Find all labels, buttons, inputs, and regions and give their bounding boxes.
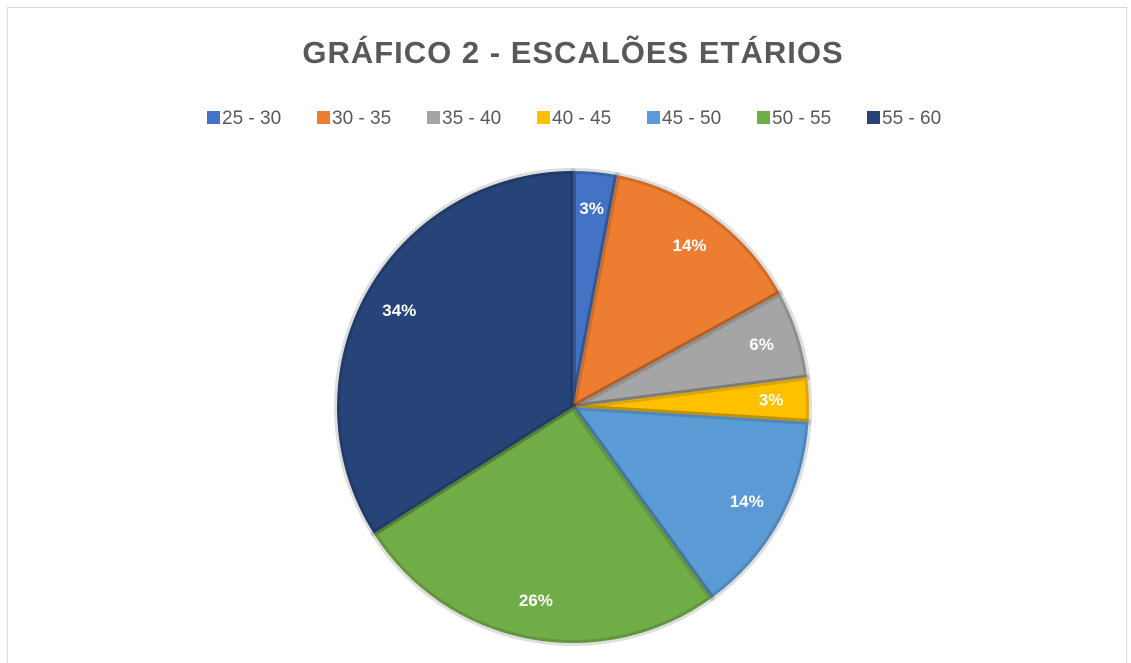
- data-label: 14%: [730, 492, 764, 511]
- pie-slice: [570, 172, 783, 410]
- data-label: 3%: [759, 390, 784, 409]
- pie-slice: [570, 404, 812, 601]
- legend-label: 55 - 60: [882, 108, 941, 129]
- pie-slice: [334, 168, 576, 537]
- legend-swatch: [757, 111, 770, 124]
- legend-label: 30 - 35: [332, 108, 391, 129]
- legend-swatch: [647, 111, 660, 124]
- legend-label: 45 - 50: [662, 108, 721, 129]
- data-label: 14%: [673, 236, 707, 255]
- data-label: 6%: [749, 335, 774, 354]
- legend-swatch: [207, 111, 220, 124]
- legend-swatch: [537, 111, 550, 124]
- chart-border: [7, 7, 1127, 663]
- legend-swatch: [427, 111, 440, 124]
- pie-slice: [570, 374, 812, 425]
- legend-swatch: [317, 111, 330, 124]
- data-label: 3%: [579, 199, 604, 218]
- legend-label: 50 - 55: [772, 108, 831, 129]
- data-label: 26%: [519, 591, 553, 610]
- chart-title: GRÁFICO 2 - ESCALÕES ETÁRIOS: [302, 34, 843, 70]
- pie-slice: [570, 168, 621, 410]
- pie-slice: [370, 404, 715, 646]
- data-label: 34%: [382, 301, 416, 320]
- legend-label: 25 - 30: [222, 108, 281, 129]
- legend-swatch: [867, 111, 880, 124]
- pie-slice: [570, 290, 811, 410]
- legend-label: 40 - 45: [552, 108, 611, 129]
- legend-label: 35 - 40: [442, 108, 501, 129]
